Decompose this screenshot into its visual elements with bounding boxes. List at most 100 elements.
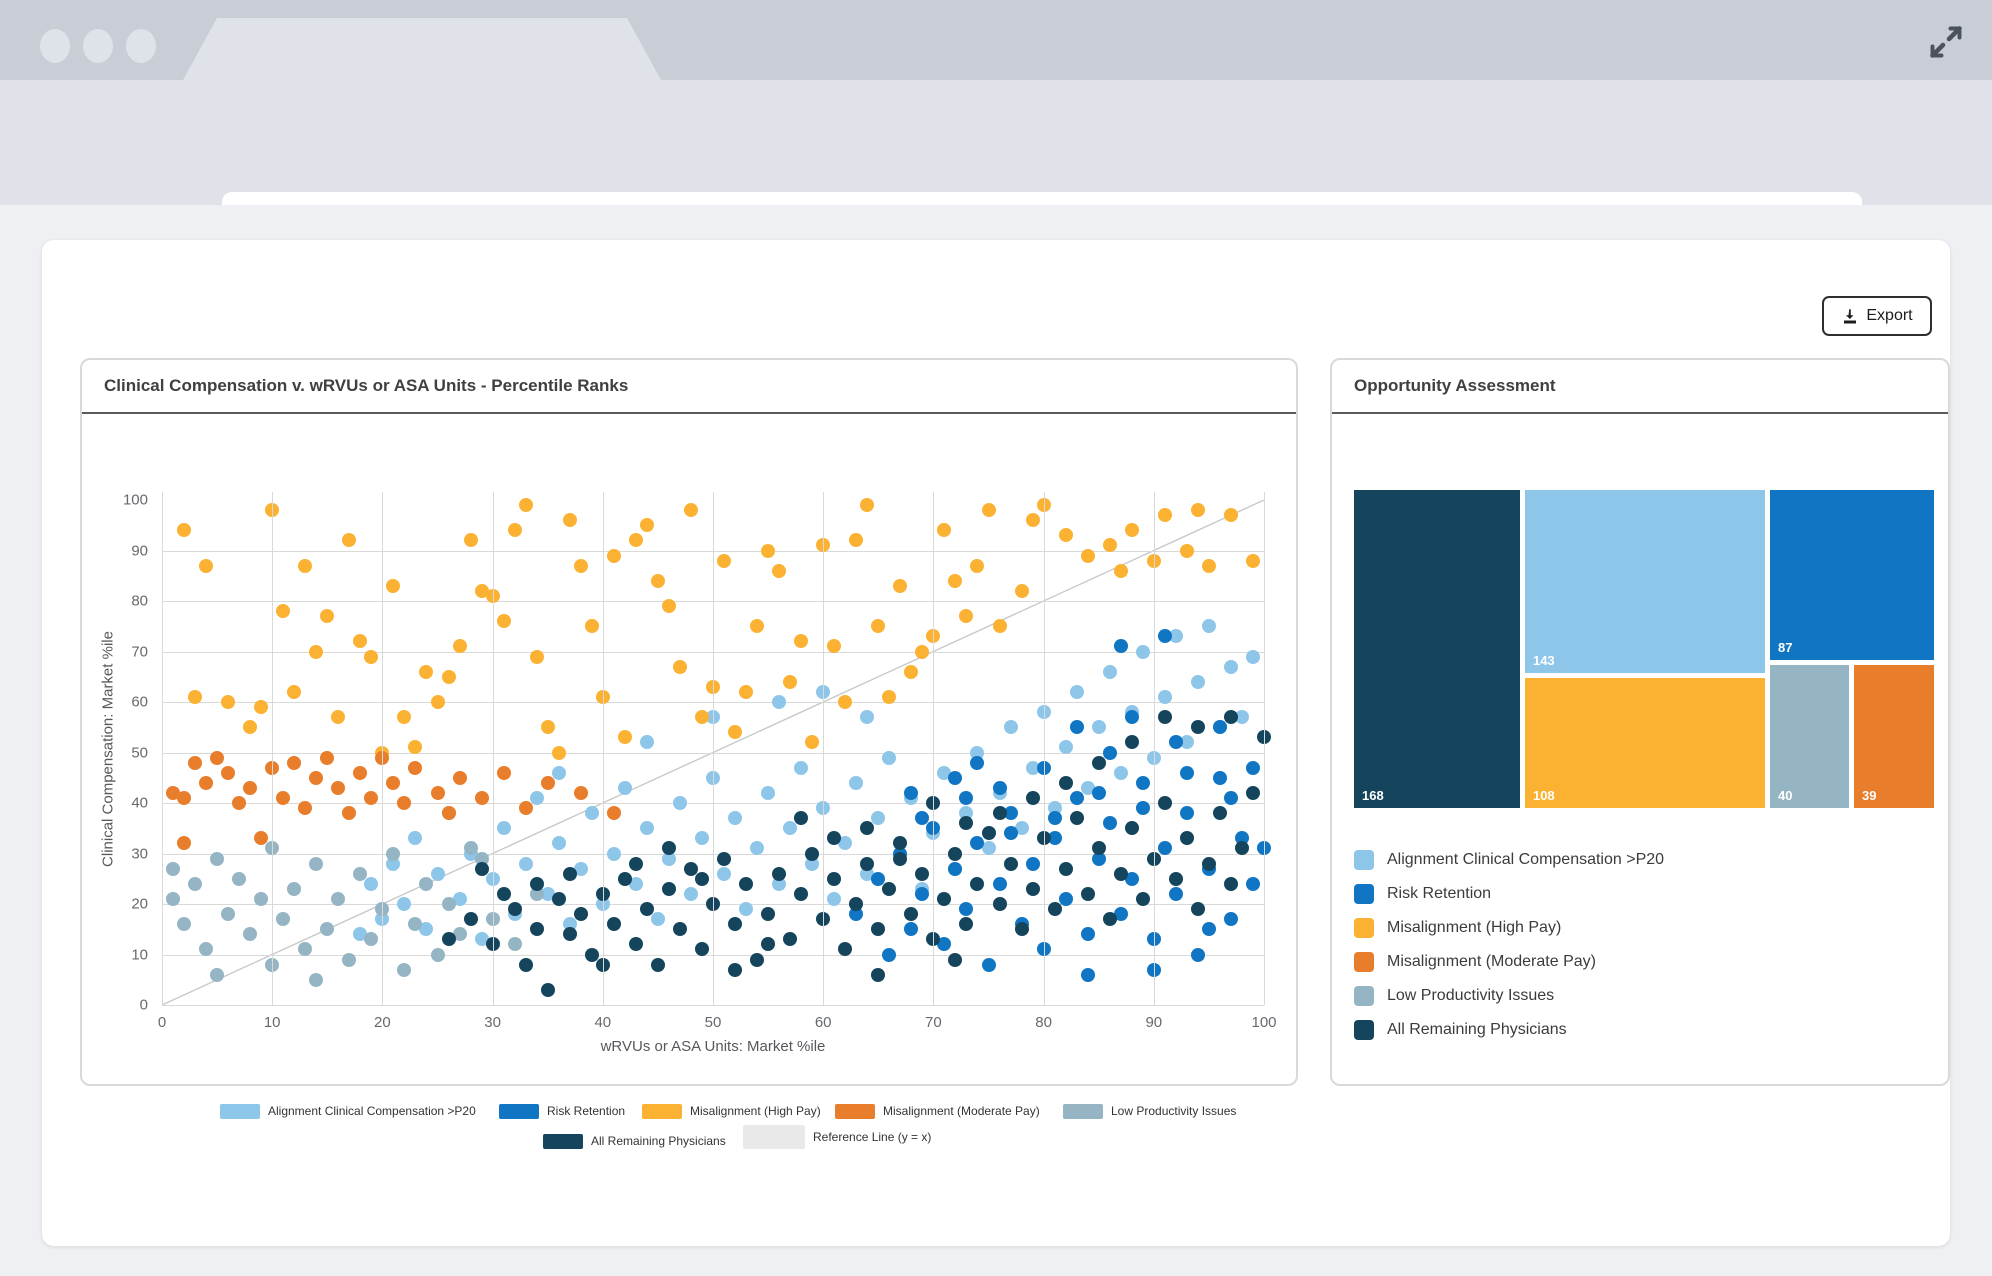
scatter-point[interactable] — [166, 891, 181, 906]
scatter-point[interactable] — [1245, 760, 1260, 775]
scatter-point[interactable] — [992, 897, 1007, 911]
scatter-point[interactable] — [309, 972, 324, 987]
scatter-point[interactable] — [1179, 765, 1194, 780]
scatter-point[interactable] — [970, 876, 985, 891]
scatter-point[interactable] — [1179, 543, 1194, 558]
scatter-point[interactable] — [650, 573, 665, 588]
scatter-point[interactable] — [386, 846, 401, 861]
scatter-point[interactable] — [694, 831, 709, 846]
scatter-point[interactable] — [1113, 866, 1128, 881]
scatter-point[interactable] — [860, 710, 875, 725]
scatter-point[interactable] — [397, 796, 412, 810]
scatter-point[interactable] — [386, 856, 401, 871]
scatter-point[interactable] — [948, 573, 963, 588]
scatter-point[interactable] — [893, 578, 908, 593]
scatter-point[interactable] — [430, 947, 445, 962]
scatter-point[interactable] — [915, 886, 930, 901]
scatter-point[interactable] — [430, 866, 445, 881]
scatter-point[interactable] — [1157, 508, 1172, 523]
scatter-point[interactable] — [1124, 871, 1139, 886]
scatter-point[interactable] — [1135, 775, 1150, 790]
scatter-point[interactable] — [573, 785, 588, 800]
scatter-point[interactable] — [529, 922, 544, 937]
scatter-point[interactable] — [904, 907, 919, 922]
treemap-node[interactable]: 40 — [1769, 664, 1849, 808]
scatter-point[interactable] — [221, 695, 236, 709]
scatter-point[interactable] — [408, 760, 423, 775]
scatter-point[interactable] — [540, 775, 555, 790]
scatter-point[interactable] — [1058, 740, 1073, 755]
scatter-point[interactable] — [287, 881, 302, 896]
scatter-point[interactable] — [386, 775, 401, 790]
scatter-point[interactable] — [529, 876, 544, 891]
scatter-point[interactable] — [981, 826, 996, 841]
scatter-point[interactable] — [1014, 583, 1029, 598]
scatter-point[interactable] — [1080, 780, 1095, 795]
scatter-point[interactable] — [1190, 947, 1205, 962]
scatter-point[interactable] — [728, 917, 743, 932]
scatter-point[interactable] — [1003, 806, 1018, 821]
scatter-point[interactable] — [959, 917, 974, 932]
scatter-point[interactable] — [672, 922, 687, 937]
scatter-point[interactable] — [893, 851, 908, 866]
scatter-point[interactable] — [441, 897, 456, 911]
scatter-point[interactable] — [1058, 861, 1073, 876]
scatter-point[interactable] — [474, 583, 489, 598]
scatter-point[interactable] — [948, 770, 963, 785]
scatter-point[interactable] — [474, 932, 489, 947]
scatter-point[interactable] — [232, 871, 247, 886]
scatter-point[interactable] — [584, 947, 599, 962]
scatter-point[interactable] — [1201, 922, 1216, 937]
scatter-point[interactable] — [452, 639, 467, 654]
scatter-point[interactable] — [452, 927, 467, 942]
scatter-point[interactable] — [199, 775, 214, 790]
scatter-point[interactable] — [981, 957, 996, 972]
scatter-point[interactable] — [694, 942, 709, 957]
scatter-point[interactable] — [606, 806, 621, 821]
scatter-point[interactable] — [1135, 644, 1150, 659]
scatter-point[interactable] — [1003, 826, 1018, 841]
scatter-point[interactable] — [805, 735, 820, 750]
scatter-point[interactable] — [672, 796, 687, 810]
scatter-point[interactable] — [331, 710, 346, 725]
scatter-point[interactable] — [551, 745, 566, 760]
scatter-point[interactable] — [739, 684, 754, 699]
scatter-point[interactable] — [838, 695, 853, 709]
scatter-point[interactable] — [948, 861, 963, 876]
scatter-point[interactable] — [750, 952, 765, 967]
scatter-point[interactable] — [1223, 710, 1238, 725]
scatter-point[interactable] — [397, 962, 412, 977]
treemap-legend-item[interactable]: Low Productivity Issues — [1354, 985, 1554, 1007]
scatter-point[interactable] — [617, 780, 632, 795]
scatter-point[interactable] — [628, 876, 643, 891]
scatter-point[interactable] — [992, 619, 1007, 634]
scatter-point[interactable] — [474, 861, 489, 876]
scatter-point[interactable] — [331, 891, 346, 906]
treemap-legend-item[interactable]: Risk Retention — [1354, 883, 1491, 905]
scatter-point[interactable] — [243, 780, 258, 795]
scatter-point[interactable] — [1190, 674, 1205, 689]
scatter-point[interactable] — [177, 523, 192, 538]
scatter-point[interactable] — [992, 876, 1007, 891]
scatter-point[interactable] — [463, 533, 478, 548]
scatter-point[interactable] — [166, 861, 181, 876]
scatter-point[interactable] — [1179, 735, 1194, 750]
scatter-point[interactable] — [860, 856, 875, 871]
scatter-point[interactable] — [1025, 760, 1040, 775]
scatter-point[interactable] — [761, 785, 776, 800]
scatter-point[interactable] — [871, 967, 886, 982]
scatter-point[interactable] — [1025, 881, 1040, 896]
scatter-point[interactable] — [419, 664, 434, 679]
scatter-legend-item[interactable]: Low Productivity Issues — [1063, 1102, 1236, 1120]
scatter-point[interactable] — [177, 836, 192, 851]
scatter-point[interactable] — [639, 735, 654, 750]
scatter-point[interactable] — [1080, 548, 1095, 563]
scatter-point[interactable] — [772, 866, 787, 881]
scatter-point[interactable] — [1135, 891, 1150, 906]
scatter-point[interactable] — [1025, 856, 1040, 871]
scatter-point[interactable] — [794, 634, 809, 649]
scatter-point[interactable] — [210, 750, 225, 765]
scatter-point[interactable] — [882, 947, 897, 962]
scatter-point[interactable] — [452, 770, 467, 785]
scatter-point[interactable] — [739, 876, 754, 891]
